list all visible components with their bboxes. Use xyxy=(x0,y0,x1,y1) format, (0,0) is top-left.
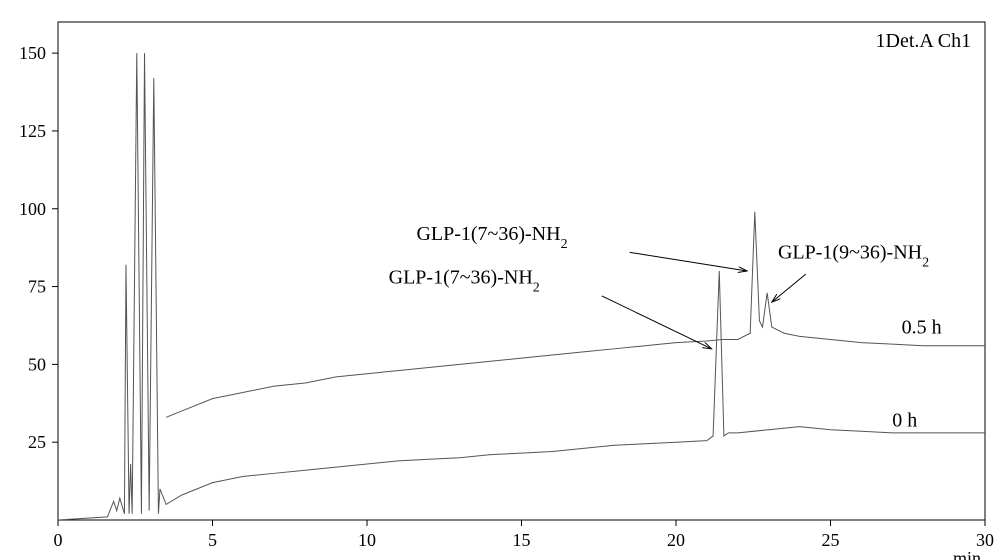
x-tick-label: 25 xyxy=(822,530,840,550)
x-tick-label: 5 xyxy=(208,530,217,550)
trace-label-run_0h: 0 h xyxy=(892,410,917,432)
arrow-glp1-7-36-lower xyxy=(602,296,712,349)
y-tick-label: 125 xyxy=(19,121,46,141)
trace-label-run_0_5h: 0.5 h xyxy=(902,316,942,338)
arrow-glp1-7-36-upper xyxy=(630,252,747,271)
detector-label: 1Det.A Ch1 xyxy=(876,30,972,52)
arrow-glp1-9-36 xyxy=(772,274,806,302)
x-tick-label: 15 xyxy=(513,530,531,550)
x-tick-label: 20 xyxy=(667,530,685,550)
y-tick-label: 25 xyxy=(28,432,46,452)
y-tick-label: 75 xyxy=(28,277,46,297)
y-tick-label: 50 xyxy=(28,354,46,374)
x-tick-label: 0 xyxy=(54,530,63,550)
x-tick-label: 30 xyxy=(976,530,994,550)
x-tick-label: 10 xyxy=(358,530,376,550)
y-tick-label: 100 xyxy=(19,199,46,219)
annotation-glp1-9-36: GLP-1(9~36)-NH2 xyxy=(778,242,929,271)
annotation-glp1-7-36-lower: GLP-1(7~36)-NH2 xyxy=(389,266,540,295)
annotation-glp1-7-36-upper: GLP-1(7~36)-NH2 xyxy=(416,223,567,252)
y-tick-label: 150 xyxy=(19,43,46,63)
x-axis-label: min xyxy=(953,548,981,560)
